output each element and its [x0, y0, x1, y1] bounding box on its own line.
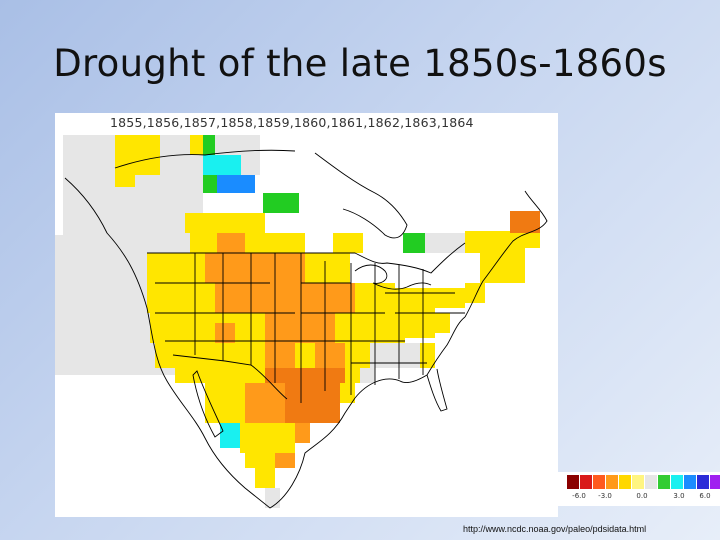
pdsi-cell — [265, 343, 295, 368]
pdsi-cell — [345, 368, 360, 383]
pdsi-cell — [305, 253, 350, 283]
atlantic-coastline — [464, 190, 548, 318]
pdsi-cell — [205, 383, 245, 423]
pdsi-cell — [190, 135, 205, 155]
pdsi-cell — [150, 313, 210, 343]
pdsi-cell — [205, 253, 275, 283]
pdsi-cell — [315, 343, 345, 368]
pdsi-cell — [425, 233, 465, 253]
great-lakes — [354, 264, 432, 290]
pdsi-cell — [265, 368, 295, 383]
legend-tick-label: -6.0 — [572, 492, 586, 500]
pdsi-cell — [435, 313, 450, 333]
slide-title: Drought of the late 1850s-1860s — [53, 42, 667, 85]
legend-tick-label: 3.0 — [673, 492, 685, 500]
pdsi-cell — [465, 283, 485, 303]
pdsi-cell — [360, 368, 375, 383]
pdsi-cell — [465, 231, 525, 253]
pdsi-cell — [115, 135, 160, 175]
pdsi-cell — [263, 193, 299, 213]
pdsi-cell — [255, 468, 275, 488]
pdsi-cell — [175, 368, 215, 383]
pdsi-cell — [265, 313, 305, 343]
pdsi-cell — [203, 135, 215, 155]
source-url: http://www.ncdc.noaa.gov/paleo/pdsidata.… — [463, 524, 647, 534]
pdsi-cell — [245, 233, 285, 253]
pdsi-cell — [115, 175, 135, 187]
pdsi-cell — [295, 368, 345, 383]
pdsi-cell — [420, 343, 435, 368]
pdsi-cell — [510, 211, 540, 233]
legend-swatch — [632, 475, 645, 489]
legend-swatch — [619, 475, 632, 489]
pdsi-cell — [215, 283, 255, 313]
pdsi-cell — [305, 313, 335, 343]
pdsi-cell — [403, 233, 425, 253]
pdsi-cell — [185, 213, 205, 233]
legend-tick-label: 0.0 — [636, 492, 648, 500]
legend-swatch — [593, 475, 606, 489]
legend-tick-label: -3.0 — [598, 492, 612, 500]
pdsi-cell — [340, 383, 355, 403]
florida — [426, 368, 448, 412]
pdsi-cell — [295, 423, 310, 443]
pdsi-cell — [215, 323, 235, 343]
pdsi-cell — [217, 233, 245, 253]
legend-swatch — [580, 475, 593, 489]
map-years-label: 1855,1856,1857,1858,1859,1860,1861,1862,… — [110, 115, 474, 130]
pdsi-cell — [345, 343, 370, 368]
legend-tick-label: 6.0 — [699, 492, 711, 500]
pdsi-cell — [285, 383, 340, 423]
pdsi-cell — [147, 283, 187, 313]
boundary-lines — [64, 149, 548, 509]
pdsi-cell — [203, 155, 241, 175]
drought-map — [55, 113, 558, 517]
state-lines — [155, 253, 465, 403]
pdsi-cell — [525, 233, 540, 248]
pdsi-cell — [255, 283, 315, 313]
us-canada-border — [147, 242, 466, 274]
pdsi-cell — [370, 343, 420, 368]
pdsi-cell — [333, 233, 363, 253]
pdsi-cell — [245, 453, 275, 468]
legend-swatch — [645, 475, 658, 489]
pdsi-cell — [435, 288, 465, 308]
pdsi-legend: -6.0 -3.0 0.0 3.0 6.0 — [556, 472, 720, 506]
legend-swatch — [710, 475, 720, 489]
pdsi-cell — [245, 383, 285, 423]
hudson-bay — [314, 152, 408, 239]
pdsi-cell — [217, 175, 255, 193]
pdsi-cell — [480, 253, 525, 283]
pdsi-cell — [285, 233, 305, 253]
arctic-coast — [114, 149, 296, 169]
legend-color-bar — [567, 475, 720, 489]
legend-swatch — [658, 475, 671, 489]
pdsi-cell — [220, 423, 240, 448]
pdsi-cell — [295, 343, 315, 368]
pdsi-cell — [215, 368, 265, 383]
pdsi-grid-cells — [55, 135, 540, 508]
pdsi-cell — [205, 213, 265, 233]
pdsi-cell — [203, 175, 217, 193]
baja-peninsula — [192, 370, 224, 438]
legend-swatch — [606, 475, 619, 489]
pdsi-cell — [240, 423, 295, 453]
legend-swatch — [671, 475, 684, 489]
pdsi-cell — [275, 453, 295, 468]
pdsi-cell — [205, 343, 265, 368]
pacific-coastline — [64, 177, 356, 509]
pdsi-cell — [315, 283, 355, 313]
legend-swatch — [684, 475, 697, 489]
pdsi-cell — [275, 253, 305, 283]
pdsi-cell — [395, 288, 435, 313]
pdsi-cell — [375, 313, 405, 343]
legend-swatch — [567, 475, 580, 489]
pdsi-cell — [265, 488, 280, 508]
pdsi-cell — [335, 313, 375, 343]
pdsi-map-svg — [55, 135, 548, 509]
pdsi-cell — [405, 313, 435, 338]
legend-swatch — [697, 475, 710, 489]
